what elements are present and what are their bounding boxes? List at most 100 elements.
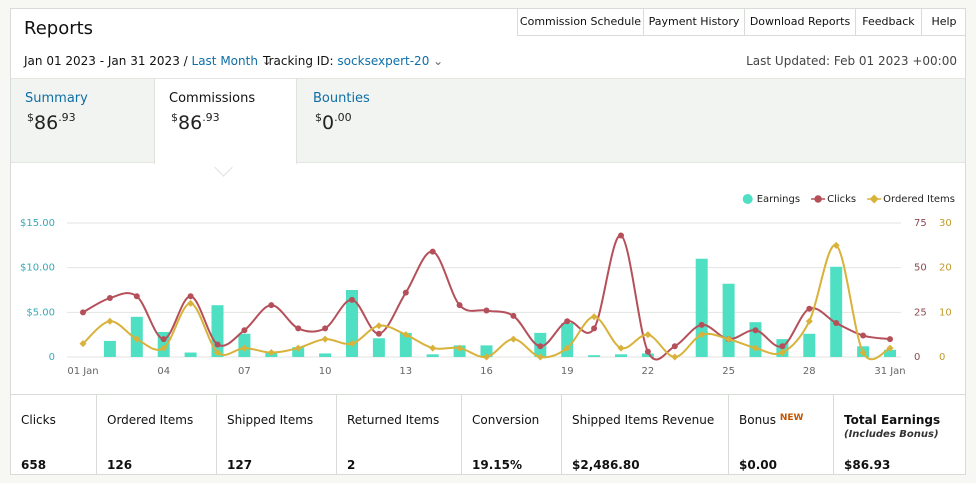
- legend-label: Clicks: [827, 194, 856, 205]
- bar: [641, 353, 654, 357]
- point: [160, 336, 167, 343]
- point: [671, 343, 678, 350]
- point: [402, 289, 409, 296]
- point: [241, 327, 248, 334]
- tab-bar: Summary $86.93 Commissions $86.93 Bounti…: [11, 78, 965, 164]
- point: [267, 349, 275, 357]
- legend-label: Earnings: [757, 194, 800, 205]
- stat: Ordered Items 126: [96, 395, 216, 475]
- stat-value: 658: [21, 458, 47, 472]
- stat-value: 2: [347, 458, 356, 472]
- bar: [480, 345, 493, 357]
- point: [80, 309, 86, 316]
- reports-panel: Reports Commission Schedule Payment Hist…: [10, 8, 966, 475]
- stat: Shipped Items 127: [216, 395, 336, 475]
- nav-button[interactable]: Payment History: [643, 9, 744, 36]
- amount-fraction: .93: [58, 111, 76, 124]
- stat-label: Clicks: [21, 413, 56, 427]
- x-tick-label: 04: [157, 366, 170, 377]
- amount-whole: 86: [34, 112, 59, 134]
- bar: [103, 340, 116, 357]
- point: [859, 349, 867, 357]
- new-badge: NEW: [779, 413, 804, 423]
- y3-tick-label: 0: [939, 352, 945, 363]
- point: [591, 325, 598, 332]
- point: [644, 348, 651, 355]
- point: [187, 299, 195, 307]
- tab-amount: $86.93: [171, 111, 220, 134]
- tab[interactable]: Summary $86.93: [11, 79, 152, 162]
- x-tick-label: 31 Jan: [874, 366, 905, 377]
- amount-fraction: .93: [202, 111, 220, 124]
- tracking-dropdown[interactable]: socksexpert-20: [337, 54, 430, 68]
- legend-label: Ordered Items: [883, 194, 955, 205]
- tab[interactable]: Bounties $0.00: [299, 79, 440, 162]
- point: [698, 331, 706, 339]
- point: [240, 344, 248, 352]
- currency: $: [171, 111, 178, 124]
- y-tick-label: $5.00: [26, 307, 55, 318]
- last-updated: Last Updated: Feb 01 2023 +00:00: [746, 54, 957, 68]
- line: [82, 234, 891, 361]
- bar: [803, 333, 816, 357]
- tab-selected[interactable]: Commissions $86.93: [154, 79, 297, 164]
- point: [375, 330, 382, 337]
- bar: [319, 353, 332, 357]
- point: [160, 344, 168, 352]
- amount-fraction: .00: [334, 111, 352, 124]
- stat-label-text: Bonus: [739, 413, 777, 427]
- nav-button[interactable]: Commission Schedule: [517, 9, 643, 36]
- point: [456, 344, 464, 352]
- x-tick-label: 25: [722, 366, 735, 377]
- point: [805, 317, 813, 325]
- y2-tick-label: 25: [914, 307, 927, 318]
- x-tick-label: 22: [642, 366, 655, 377]
- legend-swatch: [811, 195, 826, 203]
- stat: Conversion 19.15%: [461, 395, 561, 475]
- y2-tick-label: 0: [914, 352, 920, 363]
- point: [564, 318, 571, 325]
- stat-value: 127: [227, 458, 253, 472]
- point: [402, 331, 410, 339]
- point: [644, 331, 652, 339]
- point: [483, 307, 490, 314]
- point: [618, 232, 624, 239]
- point: [429, 344, 437, 352]
- date-range: Jan 01 2023 - Jan 31 2023 /: [24, 54, 188, 68]
- x-tick-label: 16: [480, 366, 493, 377]
- point: [887, 336, 893, 343]
- tab-label: Commissions: [169, 91, 256, 106]
- point: [483, 353, 490, 361]
- nav-button[interactable]: Help: [921, 9, 966, 36]
- nav-button[interactable]: Download Reports: [744, 9, 855, 36]
- amount-whole: 86: [178, 112, 203, 134]
- point: [752, 327, 759, 334]
- tab-label: Summary: [25, 91, 88, 106]
- tracking-label: Tracking ID:: [263, 54, 334, 68]
- stat-value: $0.00: [739, 458, 777, 472]
- point: [133, 335, 141, 343]
- bar: [346, 290, 358, 357]
- currency: $: [27, 111, 34, 124]
- bar: [372, 338, 385, 357]
- stat: Bonus NEW $0.00: [728, 395, 833, 475]
- y2-tick-label: 50: [914, 263, 927, 274]
- y3-tick-label: 20: [939, 263, 952, 274]
- tab-amount: $0.00: [315, 111, 352, 134]
- y3-tick-label: 10: [939, 307, 952, 318]
- point: [106, 317, 114, 325]
- bar: [722, 283, 735, 357]
- stat-label: Bonus NEW: [739, 413, 803, 427]
- point: [886, 344, 894, 352]
- period-dropdown[interactable]: Last Month: [191, 54, 258, 68]
- point: [106, 295, 113, 302]
- point: [725, 335, 733, 343]
- point: [187, 293, 194, 300]
- point: [537, 343, 544, 350]
- stat-label: Shipped Items: [227, 413, 314, 427]
- point: [698, 321, 705, 328]
- point: [590, 313, 598, 321]
- nav-button[interactable]: Feedback: [855, 9, 921, 36]
- line: [82, 244, 891, 361]
